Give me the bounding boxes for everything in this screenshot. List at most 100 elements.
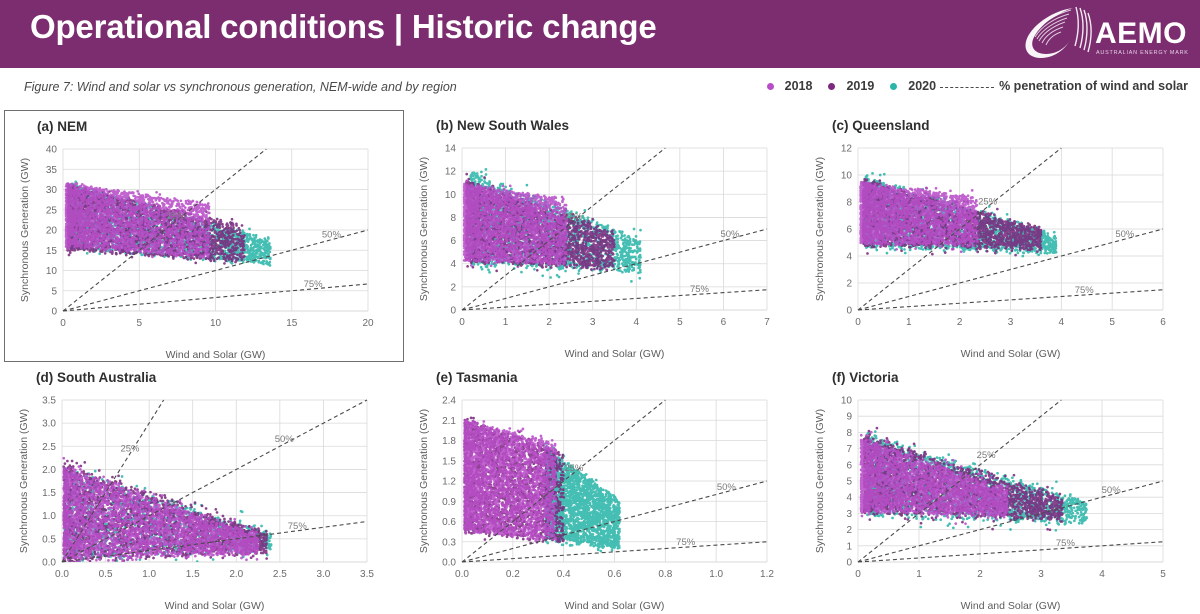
dashed-line-icon	[940, 86, 995, 88]
y-tick-label: 0.6	[442, 517, 456, 528]
penetration-lines-qld: 25% 50% 75%	[857, 147, 1164, 311]
y-tick-label: 4	[846, 252, 852, 263]
legend-label-2018: 2018	[784, 79, 813, 93]
scatter-series-vic-2018	[859, 430, 1009, 526]
legend-dot-2019	[828, 82, 836, 90]
x-tick-label: 4	[1059, 317, 1065, 328]
penetration-label-75pct: 75%	[690, 284, 710, 295]
y-tick-label: 0	[846, 306, 852, 317]
x-tick-label: 5	[1160, 569, 1166, 580]
y-tick-label: 3.5	[42, 396, 56, 407]
y-tick-label: 2.5	[42, 442, 56, 453]
y-tick-label: 0	[450, 306, 456, 317]
x-tick-label: 3.5	[360, 569, 374, 580]
y-tick-label: 40	[46, 145, 58, 156]
legend-label-penetration: % penetration of wind and solar	[999, 79, 1188, 93]
y-tick-label: 6	[846, 225, 852, 236]
y-tick-label: 8	[450, 213, 456, 224]
chart-title-nem: (a) NEM	[37, 119, 88, 134]
x-tick-label: 4	[634, 317, 640, 328]
axis-ticks-tas: 0.0 0.3 0.6 0.9 1.2 1.5 1.8 2.1 2.4 0.0 0.2 0.4 0.6 0…	[442, 396, 774, 581]
x-tick-label: 20	[362, 318, 374, 329]
penetration-label-75pct: 75%	[1075, 285, 1095, 296]
y-tick-label: 4	[450, 259, 456, 270]
aemo-logo: AEMO AUSTRALIAN ENERGY MARKET OPERATOR	[1013, 6, 1188, 62]
legend-item-2020: 2020	[890, 79, 936, 93]
y-tick-label: 30	[46, 185, 58, 196]
x-tick-label: 1.0	[709, 569, 723, 580]
charts-grid: (a) NEM Synchronous Generation (GW) Wind a…	[0, 110, 1200, 614]
axis-ticks-vic: 0 1 2 3 4 5 6 7 8 9 10 0 1 2 3 4 5	[841, 396, 1166, 581]
scatter-series-tas-2018	[463, 419, 558, 542]
y-tick-label: 2.0	[42, 465, 56, 476]
penetration-lines-vic: 25% 50% 75%	[857, 399, 1164, 563]
x-axis-label-sa: Wind and Solar (GW)	[164, 600, 265, 612]
y-tick-label: 7	[846, 444, 852, 455]
x-tick-label: 0	[60, 318, 66, 329]
y-tick-label: 9	[846, 412, 852, 423]
y-tick-label: 35	[46, 165, 58, 176]
x-tick-label: 1.2	[760, 569, 774, 580]
y-tick-label: 0.0	[442, 558, 456, 569]
chart-title-tas: (e) Tasmania	[436, 370, 518, 385]
x-tick-label: 1	[503, 317, 509, 328]
y-tick-label: 1.5	[42, 488, 56, 499]
x-tick-label: 2	[546, 317, 552, 328]
x-tick-label: 3	[590, 317, 596, 328]
x-tick-label: 0.6	[608, 569, 622, 580]
y-tick-label: 3	[846, 509, 852, 520]
chart-legend: 2018 2019 2020 % penetration of wind and…	[766, 79, 1188, 93]
aemo-tagline: AUSTRALIAN ENERGY MARKET OPERATOR	[1096, 50, 1188, 56]
x-tick-label: 0.0	[55, 569, 69, 580]
axis-ticks-sa: 0.00.51.01.52.02.53.03.50.0 0.5 1.0 1.5 2.0 2…	[42, 396, 374, 581]
y-tick-label: 4	[846, 493, 852, 504]
figure-caption: Figure 7: Wind and solar vs synchronous …	[24, 80, 457, 94]
y-tick-label: 20	[46, 226, 58, 237]
y-tick-label: 15	[46, 246, 58, 257]
penetration-label-50pct: 50%	[322, 230, 342, 241]
page-header: Operational conditions | Historic change	[0, 0, 1200, 68]
penetration-label-25pct: 25%	[564, 463, 584, 474]
y-tick-label: 2.1	[442, 416, 456, 427]
x-tick-label: 0.4	[557, 569, 571, 580]
y-tick-label: 0	[846, 558, 852, 569]
y-tick-label: 2	[846, 525, 852, 536]
legend-dot-2020	[890, 82, 898, 90]
y-tick-label: 0	[51, 307, 57, 318]
y-tick-label: 1.5	[442, 456, 456, 467]
x-tick-label: 5	[136, 318, 142, 329]
penetration-label-75pct: 75%	[1056, 538, 1076, 549]
penetration-label-50pct: 50%	[275, 434, 295, 445]
penetration-label-75pct: 75%	[288, 521, 308, 532]
penetration-label-50pct: 50%	[720, 229, 740, 240]
x-tick-label: 10	[210, 318, 222, 329]
scatter-series-nsw-2018	[462, 179, 568, 269]
scatter-series-qld-2018	[859, 180, 979, 254]
penetration-label-25pct: 25%	[120, 444, 140, 455]
y-tick-label: 0.0	[42, 558, 56, 569]
x-axis-label-vic: Wind and Solar (GW)	[960, 600, 1061, 612]
legend-label-2020: 2020	[908, 79, 937, 93]
legend-item-penetration: % penetration of wind and solar	[940, 79, 1188, 93]
plot-area-sa: 25% 50% 75% 0.0 0.5 1.0 1.5 2.0 2.5 3.0 3.5 0.0 0.5 1…	[42, 396, 374, 581]
x-tick-label: 1	[906, 317, 912, 328]
y-tick-label: 6	[846, 460, 852, 471]
y-tick-label: 1.2	[442, 477, 456, 488]
penetration-label-75pct: 75%	[676, 537, 696, 548]
plot-area-vic: 25% 50% 75% 0 1 2 3 4 5 6 7 8 9 10 0 1 2 3 4 5	[841, 396, 1166, 581]
penetration-label-50pct: 50%	[1115, 229, 1135, 240]
x-tick-label: 0	[855, 569, 861, 580]
scatter-series-nem-2018	[64, 182, 211, 259]
penetration-label-25pct: 25%	[166, 211, 186, 222]
penetration-lines-tas: 25% 50% 75%	[461, 399, 768, 563]
x-tick-label: 0.2	[506, 569, 520, 580]
x-tick-label: 15	[286, 318, 298, 329]
aemo-wordmark: AEMO	[1095, 17, 1187, 50]
y-tick-label: 2.4	[442, 396, 456, 407]
x-tick-label: 3	[1008, 317, 1014, 328]
penetration-label-50pct: 50%	[1102, 485, 1122, 496]
y-tick-label: 5	[51, 286, 57, 297]
x-tick-label: 6	[721, 317, 727, 328]
penetration-label-25pct: 25%	[977, 450, 997, 461]
